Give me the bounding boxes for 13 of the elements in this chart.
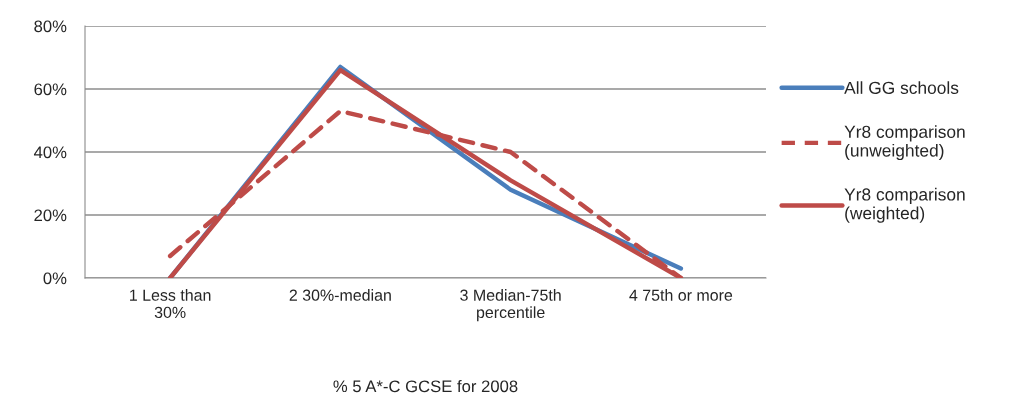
legend-label: Yr8 comparison (unweighted): [844, 125, 965, 161]
x-tick-label: 4 75th or more: [629, 289, 733, 301]
y-tick-label: 40%: [33, 146, 67, 159]
x-tick-label: 3 Median-75th percentile: [460, 289, 561, 322]
y-tick-label: 20%: [34, 209, 67, 222]
x-tick-label: 2 30%-median: [289, 289, 391, 301]
legend-label: All GG schools: [844, 81, 959, 94]
x-axis-title: % 5 A*-C GCSE for 2008: [333, 379, 518, 393]
y-tick-label: 0%: [43, 272, 67, 285]
y-tick-label: 60%: [34, 83, 67, 96]
legend-label: Yr8 comparison (weighted): [844, 187, 965, 223]
y-tick-label: 80%: [34, 20, 67, 33]
x-tick-label: 1 Less than 30%: [130, 289, 211, 319]
